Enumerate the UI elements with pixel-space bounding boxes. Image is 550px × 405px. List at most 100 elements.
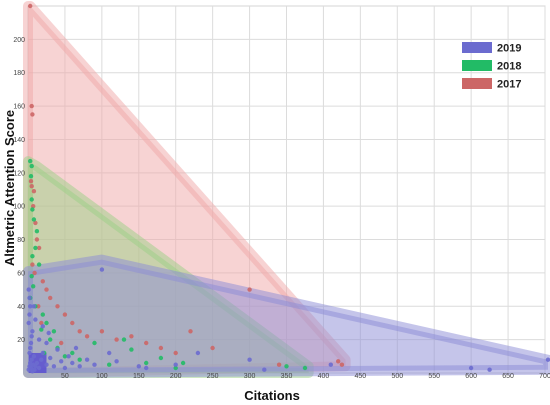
point-2019 <box>40 350 45 356</box>
point-2019 <box>48 355 53 361</box>
x-tick-label: 450 <box>355 373 367 380</box>
point-2018 <box>44 320 49 326</box>
point-2019 <box>144 365 149 371</box>
point-2017 <box>39 320 44 326</box>
x-tick-label: 650 <box>502 373 514 380</box>
point-2017 <box>62 312 68 317</box>
point-2017 <box>30 262 35 267</box>
point-2017 <box>188 329 193 334</box>
point-2017 <box>59 340 64 346</box>
point-2017 <box>173 350 178 356</box>
x-tick-label: 400 <box>318 373 330 380</box>
point-2019 <box>31 304 37 309</box>
point-2019 <box>28 365 34 371</box>
point-2018 <box>144 360 149 366</box>
x-tick-label: 100 <box>96 373 108 380</box>
point-2017 <box>31 204 36 209</box>
point-2019 <box>34 360 40 366</box>
point-2019 <box>247 357 252 362</box>
point-2018 <box>28 174 34 179</box>
y-tick-label: 120 <box>13 170 25 177</box>
point-2019 <box>107 350 112 356</box>
point-2017 <box>29 103 34 109</box>
legend-swatch-2018 <box>462 60 492 71</box>
y-tick-label: 200 <box>13 37 25 44</box>
point-2017 <box>29 184 34 189</box>
y-tick-label: 160 <box>13 104 25 111</box>
point-2019 <box>545 357 550 362</box>
point-2017 <box>40 279 45 284</box>
point-2017 <box>28 179 34 184</box>
point-2019 <box>39 357 44 362</box>
point-2018 <box>29 197 34 202</box>
point-2017 <box>28 3 33 9</box>
legend-swatch-2019 <box>462 42 492 53</box>
x-tick-label: 550 <box>428 373 440 380</box>
point-2018 <box>107 362 112 367</box>
point-2017 <box>84 334 90 339</box>
point-2018 <box>173 365 178 371</box>
point-2017 <box>99 329 105 334</box>
point-2019 <box>36 365 42 371</box>
point-2019 <box>29 357 34 362</box>
x-tick-label: 300 <box>244 373 256 380</box>
point-2017 <box>36 245 42 251</box>
point-2019 <box>136 364 141 369</box>
y-tick-label: 40 <box>17 304 25 311</box>
point-2019 <box>84 357 90 362</box>
x-tick-label: 250 <box>207 373 219 380</box>
point-2018 <box>284 364 289 369</box>
point-2018 <box>39 327 44 332</box>
point-2019 <box>26 320 31 326</box>
point-2019 <box>29 334 34 339</box>
point-2018 <box>77 357 82 362</box>
point-2019 <box>77 364 82 369</box>
point-2019 <box>33 364 38 369</box>
point-2019 <box>195 350 201 356</box>
point-2019 <box>487 367 492 372</box>
point-2018 <box>302 365 308 371</box>
x-tick-label: 50 <box>61 373 69 380</box>
point-2019 <box>62 365 68 371</box>
point-2017 <box>339 362 345 367</box>
point-2018 <box>62 354 68 359</box>
point-2018 <box>36 262 42 267</box>
point-2019 <box>28 345 33 351</box>
point-2019 <box>328 362 333 367</box>
point-2017 <box>70 320 75 326</box>
y-axis-title: Altmetric Attention Score <box>2 110 17 266</box>
point-2018 <box>31 217 37 222</box>
point-2018 <box>70 350 75 356</box>
legend-label-2019: 2019 <box>497 43 521 55</box>
point-2019 <box>32 367 37 372</box>
point-2017 <box>336 359 341 364</box>
point-2019 <box>92 362 97 367</box>
point-2019 <box>28 304 33 309</box>
point-2018 <box>29 274 34 279</box>
y-tick-label: 80 <box>17 237 25 244</box>
point-2019 <box>26 287 31 292</box>
point-2019 <box>27 312 32 317</box>
point-2017 <box>31 189 37 194</box>
point-2019 <box>73 345 79 351</box>
point-2018 <box>92 340 97 346</box>
point-2019 <box>31 354 37 359</box>
point-2019 <box>468 365 474 371</box>
point-2017 <box>276 362 282 367</box>
point-2018 <box>29 163 34 169</box>
legend-swatch-2017 <box>462 78 492 89</box>
point-2017 <box>33 220 38 226</box>
point-2019 <box>28 340 34 346</box>
point-2017 <box>48 295 53 301</box>
x-tick-label: 600 <box>465 373 477 380</box>
point-2018 <box>33 245 38 251</box>
x-tick-label: 700 <box>539 373 550 380</box>
point-2019 <box>173 362 178 367</box>
point-2018 <box>129 347 134 352</box>
point-2018 <box>31 284 36 289</box>
y-tick-label: 180 <box>13 70 25 77</box>
point-2018 <box>40 312 45 317</box>
point-2019 <box>44 362 49 367</box>
